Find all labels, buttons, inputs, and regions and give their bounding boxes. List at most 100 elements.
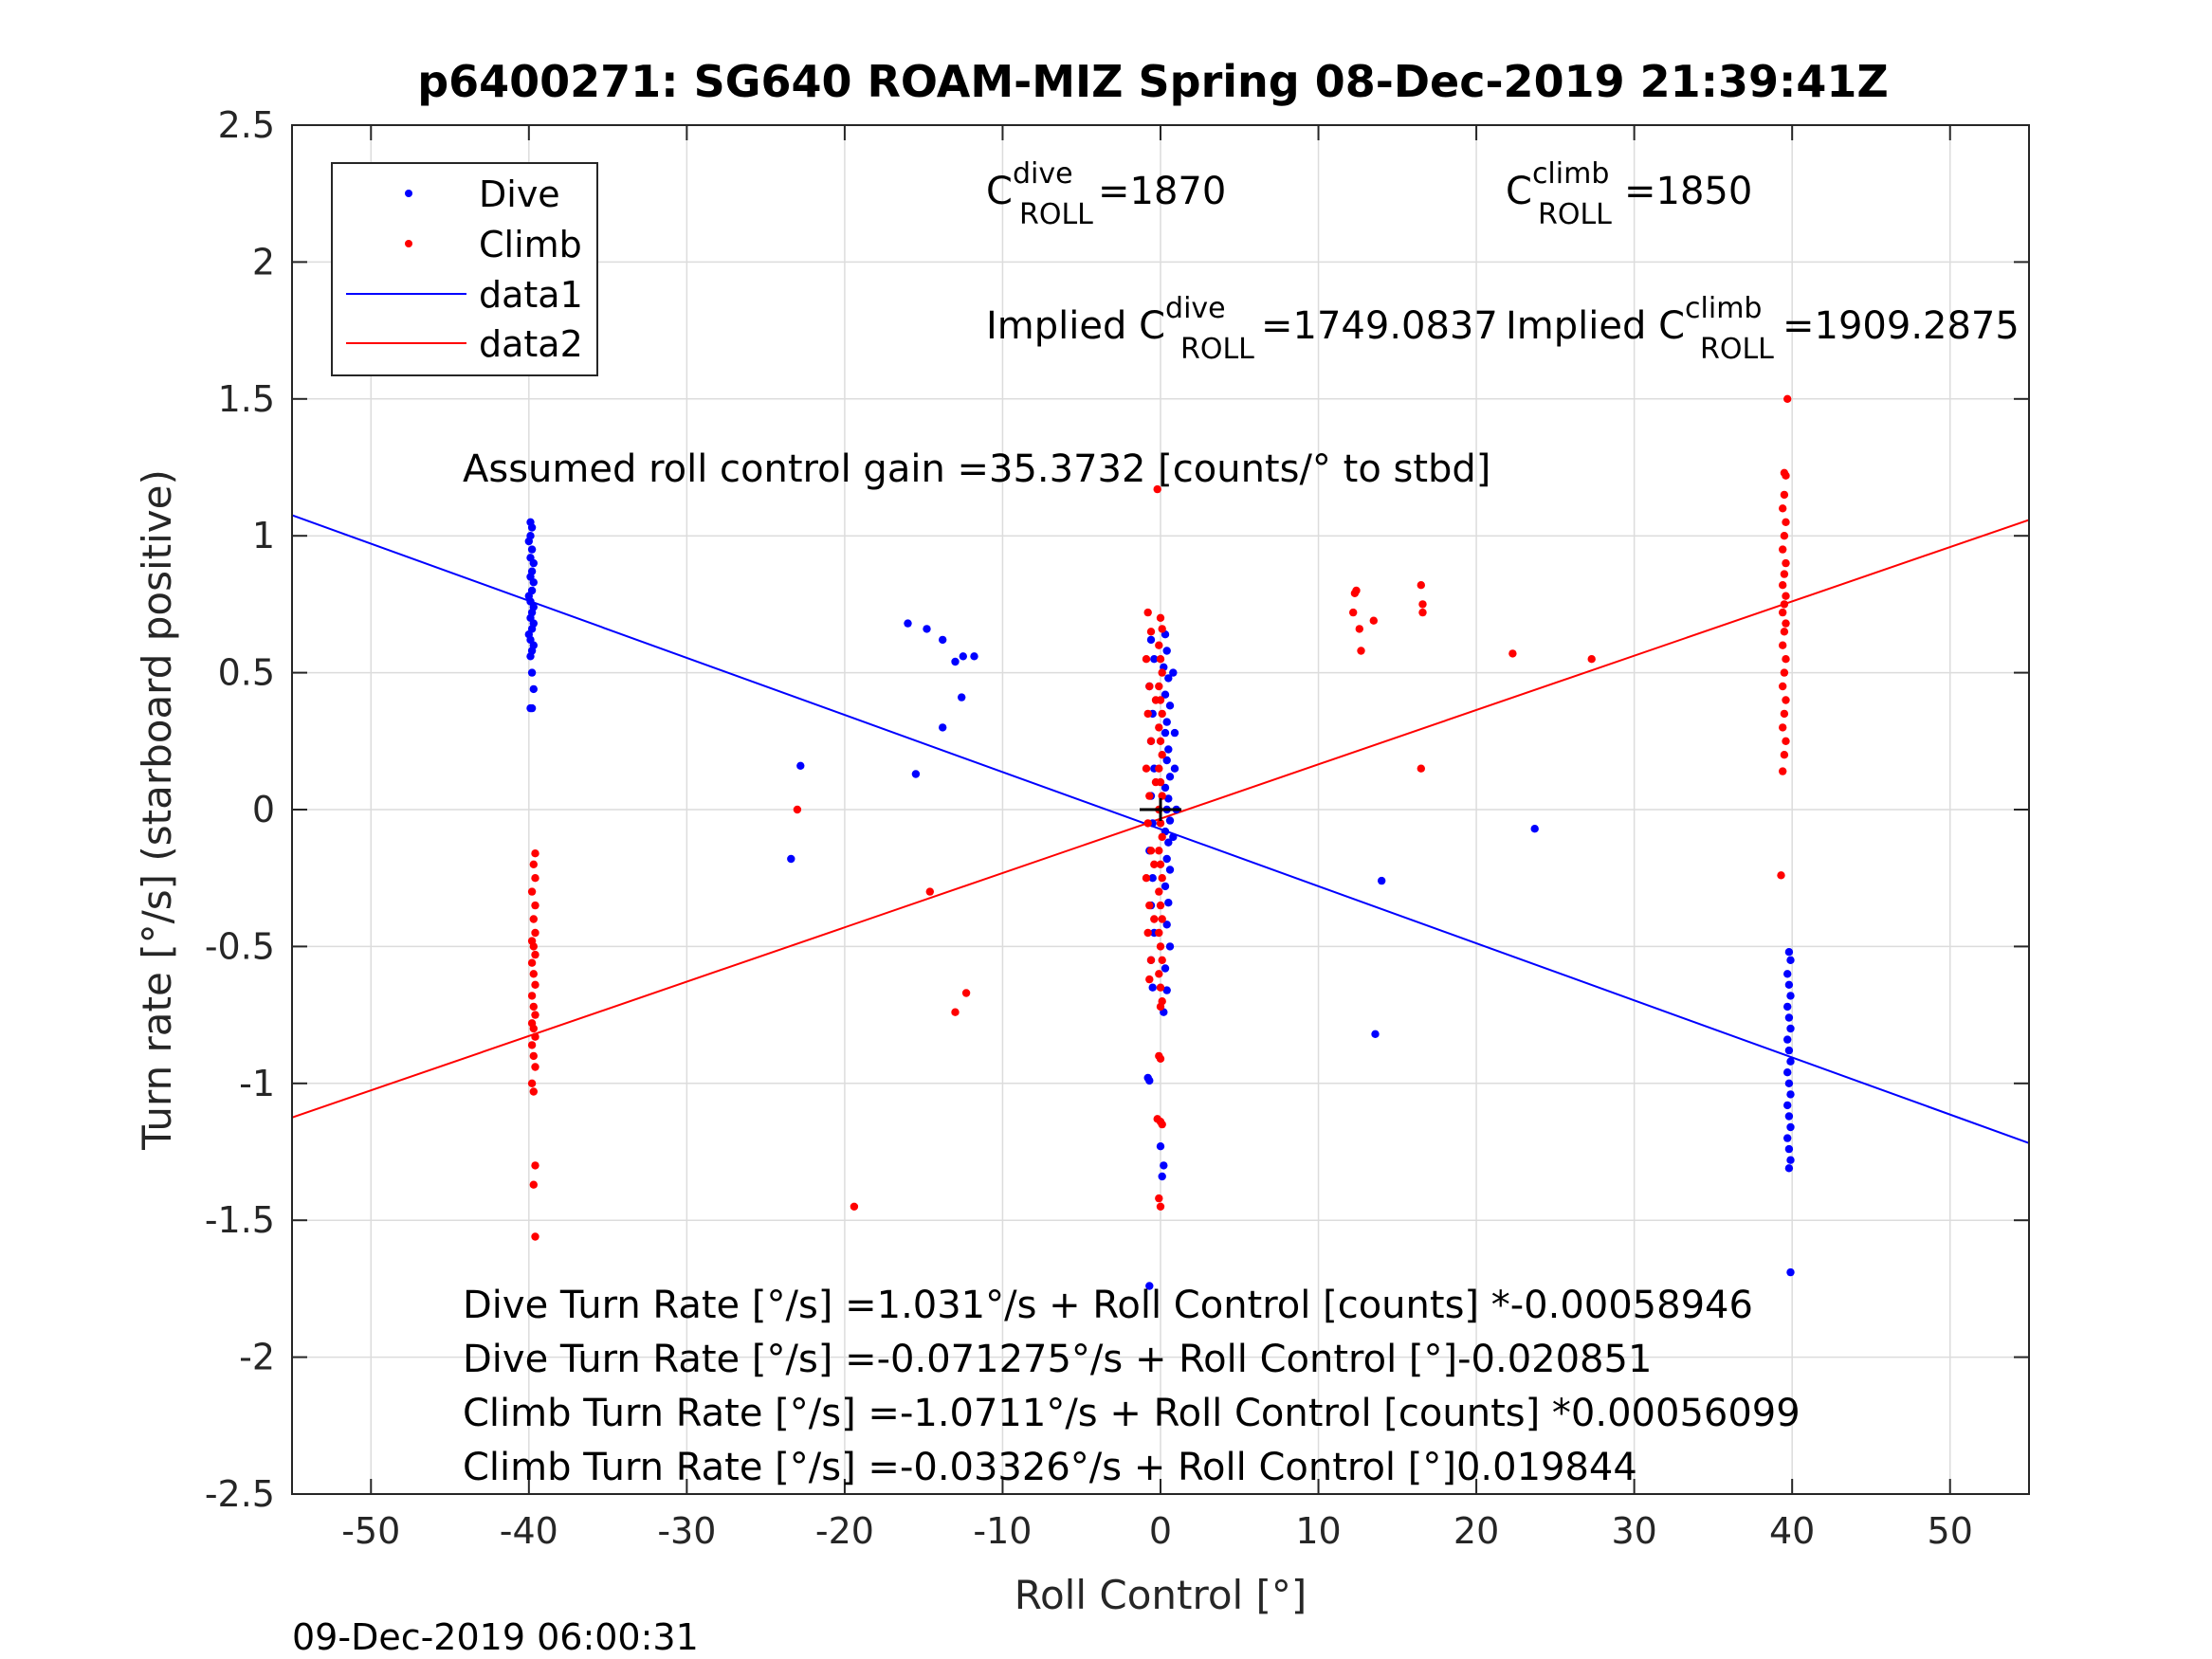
point-dive	[527, 668, 537, 677]
y-tick-label: 1.5	[218, 378, 275, 420]
footer-timestamp: 09-Dec-2019 06:00:31	[292, 1616, 699, 1658]
point-dive	[1165, 816, 1175, 825]
point-dive	[1786, 1156, 1795, 1164]
point-climb	[531, 1032, 539, 1041]
point-dive	[1161, 728, 1170, 738]
point-dive	[1783, 970, 1792, 978]
point-dive	[1162, 921, 1171, 929]
implied-climb-main: Implied C	[1506, 304, 1685, 348]
point-climb	[1156, 819, 1165, 828]
legend-data2-label: data2	[479, 323, 583, 365]
point-dive	[1150, 655, 1159, 664]
point-dive	[1784, 1164, 1794, 1173]
point-climb	[529, 970, 538, 978]
point-climb	[1508, 649, 1517, 658]
c-dive-main: C	[986, 170, 1013, 213]
point-dive	[939, 723, 947, 732]
y-tick-label: -1	[239, 1063, 275, 1104]
point-dive	[1784, 1112, 1794, 1121]
implied-dive-main: Implied C	[986, 304, 1165, 348]
point-climb	[1780, 751, 1789, 759]
point-dive	[787, 854, 795, 864]
center-marker	[1140, 798, 1181, 821]
point-dive	[1162, 986, 1171, 994]
point-climb	[1142, 874, 1151, 883]
point-climb	[1777, 871, 1785, 880]
point-climb	[527, 1041, 537, 1049]
legend: Dive Climb data1 data2	[331, 162, 598, 376]
point-climb	[951, 1008, 960, 1016]
legend-climb-label: Climb	[479, 224, 582, 265]
axis-ticks: -50 -40 -30 -20 -10 0 10 20 30 40 50-2.5-2-1.5-1-0…	[205, 104, 2029, 1552]
point-dive	[1161, 882, 1170, 891]
point-climb	[1782, 655, 1790, 664]
point-climb	[1779, 608, 1787, 617]
implied-dive-sup: dive	[1165, 292, 1226, 325]
svg-text:Cdive: Cdive	[986, 157, 1073, 213]
point-climb	[1155, 970, 1163, 978]
point-climb	[531, 1011, 539, 1019]
point-dive	[1160, 1161, 1168, 1170]
c-climb-sub: ROLL	[1538, 198, 1612, 231]
point-climb	[1155, 682, 1163, 691]
point-climb	[531, 1161, 539, 1170]
point-dive	[796, 761, 805, 770]
c-dive-annotation: Cdive ROLL =1870	[986, 157, 1226, 231]
point-climb	[531, 928, 539, 938]
x-tick-label: 50	[1928, 1510, 1973, 1552]
point-dive	[1786, 1057, 1795, 1066]
point-climb	[1780, 668, 1789, 677]
point-climb	[961, 989, 971, 997]
y-tick-label: 2.5	[218, 104, 275, 146]
point-climb	[527, 887, 537, 896]
gain-annotation: Assumed roll control gain =35.3732 [coun…	[463, 447, 1490, 491]
point-climb	[1143, 928, 1152, 938]
x-axis-label: Roll Control [°]	[1015, 1572, 1307, 1618]
point-climb	[1779, 504, 1787, 513]
c-climb-value: =1850	[1624, 170, 1752, 213]
point-climb	[531, 950, 539, 959]
point-climb	[1779, 581, 1787, 590]
c-climb-sup: climb	[1532, 157, 1609, 191]
point-climb	[1143, 709, 1152, 719]
point-dive	[529, 558, 538, 568]
point-dive	[923, 625, 931, 633]
x-tick-label: -10	[973, 1510, 1032, 1552]
point-climb	[1155, 928, 1163, 938]
implied-dive-value: =1749.0837	[1261, 304, 1498, 348]
point-dive	[1162, 718, 1171, 726]
legend-climb-marker	[405, 240, 412, 247]
point-dive	[1162, 756, 1171, 765]
point-climb	[1780, 490, 1789, 500]
point-dive	[1156, 1142, 1165, 1151]
y-tick-label: 2	[252, 241, 275, 283]
point-climb	[1158, 956, 1166, 964]
scatter-points	[524, 394, 1795, 1290]
c-dive-sup: dive	[1013, 157, 1073, 191]
point-dive	[524, 537, 533, 546]
implied-dive-sub: ROLL	[1180, 333, 1254, 366]
c-dive-sub: ROLL	[1019, 198, 1093, 231]
point-dive	[1148, 874, 1157, 883]
point-dive	[951, 657, 960, 666]
point-dive	[1165, 702, 1175, 710]
x-tick-label: -30	[657, 1510, 716, 1552]
point-climb	[531, 849, 539, 858]
point-climb	[1156, 1002, 1165, 1012]
implied-climb-sub: ROLL	[1700, 333, 1774, 366]
x-tick-label: 40	[1769, 1510, 1815, 1552]
point-climb	[793, 805, 802, 814]
point-climb	[1155, 887, 1163, 896]
x-tick-label: -20	[815, 1510, 874, 1552]
point-dive	[1530, 825, 1539, 833]
y-tick-label: 1	[252, 515, 275, 556]
point-dive	[1786, 1122, 1795, 1132]
point-climb	[1780, 628, 1789, 636]
point-climb	[529, 860, 538, 868]
point-climb	[1151, 777, 1161, 787]
point-climb	[1146, 737, 1156, 745]
point-climb	[531, 1232, 539, 1241]
point-dive	[1783, 1035, 1792, 1044]
y-tick-label: -2.5	[205, 1473, 275, 1515]
point-dive	[1170, 764, 1179, 773]
